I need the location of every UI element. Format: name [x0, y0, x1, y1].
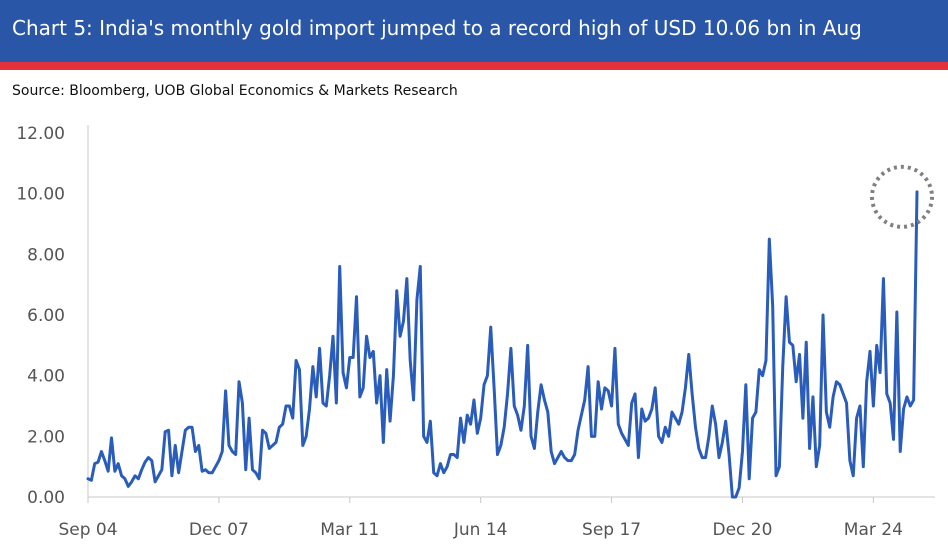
- x-tick-label: Sep 17: [582, 520, 641, 540]
- x-tick-label: Dec 07: [189, 520, 249, 540]
- series-group: [86, 190, 919, 499]
- y-tick-label: 2.00: [27, 427, 65, 447]
- y-tick-label: 0.00: [27, 488, 65, 508]
- chart-title: Chart 5: India's monthly gold import jum…: [12, 16, 862, 40]
- y-tick-label: 12.00: [16, 124, 65, 144]
- chart-source-note: Source: Bloomberg, UOB Global Economics …: [12, 83, 458, 99]
- x-axis-tick-labels: Sep 04 Dec 07 Mar 11 Jun 14 Sep 17 Dec 20 Mar …: [58, 520, 902, 540]
- record-high-highlight-circle: [870, 164, 934, 229]
- annotation-group: [870, 164, 934, 229]
- y-tick-label: 4.00: [27, 367, 65, 387]
- y-tick-label: 8.00: [27, 245, 65, 265]
- x-tick-label: Dec 20: [713, 520, 773, 540]
- title-accent-rule: [0, 62, 948, 70]
- x-tick-label: Mar 24: [844, 520, 903, 540]
- series-line-gold-imports: [86, 190, 919, 499]
- y-tick-label: 10.00: [16, 185, 65, 205]
- x-tick-label: Sep 04: [58, 520, 117, 540]
- chart-title-bar: Chart 5: India's monthly gold import jum…: [0, 0, 948, 62]
- y-axis-tick-labels: 0.00 2.00 4.00 6.00 8.00 10.00 12.00: [16, 124, 65, 508]
- x-tick-label: Jun 14: [453, 520, 508, 540]
- x-tick-label: Mar 11: [320, 520, 379, 540]
- y-tick-label: 6.00: [27, 306, 65, 326]
- chart-axes: [87, 125, 935, 503]
